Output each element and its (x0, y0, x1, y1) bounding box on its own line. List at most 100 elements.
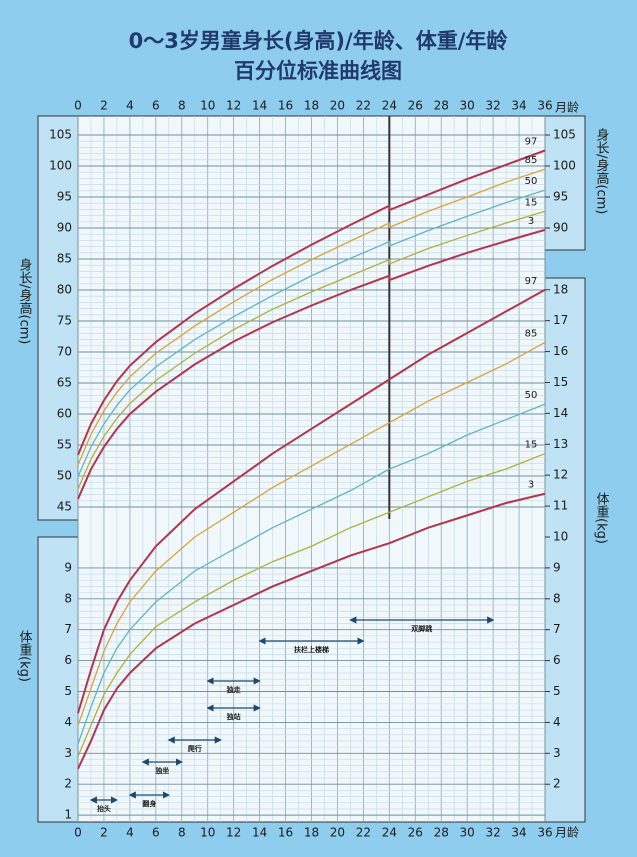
percentile-line (77, 149, 546, 456)
x-tick-label: 10 (200, 99, 215, 113)
series-label: 85 (525, 328, 538, 339)
percentile-line (77, 492, 546, 770)
y2-tick-label: 2 (553, 777, 561, 791)
x-tick-label: 36 (537, 826, 552, 840)
percentile-line (77, 341, 546, 726)
x-tick-label: 16 (278, 99, 293, 113)
x-tick-label: 34 (511, 99, 526, 113)
chart-subtitle: 百分位标准曲线图 (234, 59, 402, 83)
y2-tick-label: 100 (553, 159, 576, 173)
y2-tick-label: 10 (553, 529, 568, 543)
x-tick-label: 6 (152, 99, 160, 113)
x-tick-label: 14 (252, 99, 267, 113)
x-tick-label: 12 (226, 99, 241, 113)
x-tick-label: 30 (460, 826, 475, 840)
x-tick-label: 8 (178, 826, 186, 840)
y2-axis-title: 体重(kg) (594, 492, 610, 544)
x-tick-label: 8 (178, 99, 186, 113)
series-label: 85 (525, 155, 538, 166)
x-tick-label: 14 (252, 826, 267, 840)
y2-tick-label: 95 (553, 190, 568, 204)
x-axis-title: 月龄 (555, 101, 579, 115)
y-tick-label: 3 (64, 746, 72, 760)
y2-tick-label: 17 (553, 313, 568, 327)
y-tick-label: 105 (49, 128, 72, 142)
y-tick-label: 60 (57, 407, 72, 421)
x-axis-title: 月龄 (555, 826, 579, 840)
right-height-axis-box (544, 115, 586, 251)
y-tick-label: 75 (57, 314, 72, 328)
x-tick-label: 16 (278, 826, 293, 840)
x-tick-label: 26 (408, 826, 423, 840)
x-tick-label: 28 (434, 99, 449, 113)
milestone-label: 爬行 (187, 744, 202, 753)
y-tick-label: 8 (64, 591, 72, 605)
y2-tick-label: 8 (553, 591, 561, 605)
x-tick-label: 22 (356, 826, 371, 840)
percentile-line (77, 288, 546, 714)
y2-tick-label: 9 (553, 560, 561, 574)
y2-tick-label: 12 (553, 468, 568, 482)
y-axis-title: 体重(kg) (17, 630, 33, 682)
milestone-label: 翻身 (142, 799, 156, 808)
series-label: 97 (525, 137, 538, 148)
milestone-label: 独走 (226, 685, 242, 694)
y-tick-label: 65 (57, 376, 72, 390)
milestone-label: 抬头 (97, 804, 111, 813)
series-label: 3 (528, 480, 534, 491)
percentile-line (77, 228, 546, 500)
left-height-axis-box (37, 115, 79, 521)
y2-tick-label: 7 (553, 622, 561, 636)
y2-tick-label: 3 (553, 746, 561, 760)
x-tick-label: 4 (126, 826, 134, 840)
y-tick-label: 55 (57, 438, 72, 452)
y2-tick-label: 90 (553, 221, 568, 235)
x-tick-label: 10 (200, 826, 215, 840)
y-tick-label: 100 (49, 159, 72, 173)
x-tick-label: 18 (304, 99, 319, 113)
milestone-label: 独站 (226, 712, 241, 721)
left-weight-axis-box (37, 536, 79, 823)
y2-tick-label: 105 (553, 128, 576, 142)
right-weight-axis-box (544, 277, 586, 823)
y-tick-label: 90 (57, 221, 72, 235)
percentile-line (77, 168, 546, 466)
x-tick-label: 26 (408, 99, 423, 113)
percentile-line (77, 403, 546, 745)
y-axis-title: 身长/身高(cm) (17, 257, 33, 344)
milestone-label: 扶栏上楼梯 (294, 645, 329, 654)
y-tick-label: 7 (64, 622, 72, 636)
y-tick-label: 2 (64, 777, 72, 791)
y-tick-label: 80 (57, 283, 72, 297)
series-label: 3 (528, 216, 534, 227)
x-tick-label: 36 (537, 99, 552, 113)
x-tick-label: 6 (152, 826, 160, 840)
x-tick-label: 30 (460, 99, 475, 113)
x-tick-label: 28 (434, 826, 449, 840)
x-tick-label: 0 (74, 99, 82, 113)
y2-tick-label: 18 (553, 282, 568, 296)
x-tick-label: 34 (511, 826, 526, 840)
series-label: 50 (525, 390, 538, 401)
x-tick-label: 32 (485, 99, 500, 113)
x-tick-label: 32 (485, 826, 500, 840)
x-tick-label: 0 (74, 826, 82, 840)
y-tick-label: 95 (57, 190, 72, 204)
x-tick-label: 24 (382, 99, 397, 113)
y2-tick-label: 15 (553, 375, 568, 389)
y-tick-label: 70 (57, 345, 72, 359)
x-tick-label: 2 (100, 99, 108, 113)
x-tick-label: 18 (304, 826, 319, 840)
y2-tick-label: 11 (553, 499, 568, 513)
series-label: 50 (525, 176, 538, 187)
x-tick-label: 20 (330, 99, 345, 113)
percentile-line (77, 452, 546, 757)
x-tick-label: 24 (382, 826, 397, 840)
milestone-label: 独坐 (154, 766, 169, 775)
y2-tick-label: 6 (553, 653, 561, 667)
y-tick-label: 9 (64, 560, 72, 574)
x-tick-label: 22 (356, 99, 371, 113)
y-tick-label: 45 (57, 500, 72, 514)
y2-tick-label: 4 (553, 715, 561, 729)
series-label: 15 (525, 197, 538, 208)
